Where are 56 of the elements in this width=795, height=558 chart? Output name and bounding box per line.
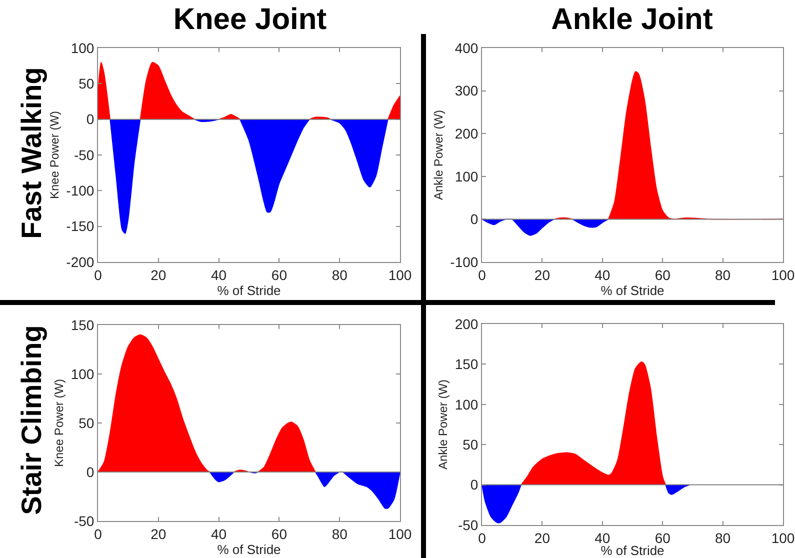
y-tick-label: -100 bbox=[450, 254, 478, 270]
y-axis-title: Knee Power (W) bbox=[47, 110, 62, 200]
x-tick-label: 20 bbox=[534, 530, 550, 546]
x-tick-label: 60 bbox=[654, 266, 671, 283]
x-tick-label: 60 bbox=[271, 526, 288, 542]
x-tick-label: 100 bbox=[771, 530, 795, 546]
x-tick-label: 40 bbox=[211, 266, 227, 283]
y-tick-label: 0 bbox=[86, 111, 94, 128]
y-tick-label: 300 bbox=[454, 82, 478, 99]
x-tick-label: 20 bbox=[534, 266, 550, 283]
x-axis-title: % of Stride bbox=[600, 282, 664, 298]
x-axis-title: % of Stride bbox=[600, 543, 664, 558]
y-tick-label: 150 bbox=[454, 356, 478, 372]
y-tick-label: -150 bbox=[66, 218, 94, 234]
y-tick-label: 100 bbox=[70, 40, 94, 56]
chart-title: Knee Joint bbox=[173, 3, 327, 37]
y-tick-label: -50 bbox=[74, 512, 94, 529]
y-tick-label: 0 bbox=[470, 211, 478, 228]
y-tick-label: 50 bbox=[462, 436, 478, 452]
x-tick-label: 80 bbox=[715, 530, 731, 546]
text: Fast Walking bbox=[16, 67, 48, 239]
y-tick-label: -200 bbox=[66, 254, 94, 270]
x-tick-label: 80 bbox=[332, 526, 348, 542]
y-tick-label: -50 bbox=[74, 146, 94, 163]
y-tick-label: 150 bbox=[70, 316, 94, 333]
y-tick-label: 400 bbox=[454, 40, 478, 56]
y-tick-label: 0 bbox=[86, 464, 94, 480]
y-tick-label: -100 bbox=[66, 182, 94, 199]
x-tick-label: 20 bbox=[150, 266, 166, 283]
y-tick-label: 100 bbox=[70, 366, 94, 382]
y-tick-label: 200 bbox=[454, 126, 478, 142]
y-tick-label: -50 bbox=[458, 516, 478, 533]
text: Stair Climbing bbox=[16, 325, 48, 515]
x-tick-label: 80 bbox=[332, 266, 348, 283]
x-tick-label: 100 bbox=[771, 266, 795, 283]
y-tick-label: 200 bbox=[454, 316, 478, 332]
x-tick-label: 40 bbox=[211, 526, 227, 542]
x-axis-title: % of Stride bbox=[217, 542, 281, 557]
x-tick-label: 20 bbox=[150, 526, 166, 542]
x-tick-label: 60 bbox=[271, 266, 288, 283]
chart-title: Ankle Joint bbox=[551, 3, 713, 37]
x-tick-label: 60 bbox=[654, 530, 671, 546]
x-tick-label: 100 bbox=[388, 526, 412, 542]
y-axis-title: Knee Power (W) bbox=[52, 378, 66, 468]
x-tick-label: 80 bbox=[715, 266, 731, 283]
y-tick-label: 50 bbox=[78, 414, 94, 431]
y-tick-label: 50 bbox=[78, 76, 94, 92]
x-axis-title: % of Stride bbox=[217, 282, 281, 298]
y-axis-title: Ankle Power (W) bbox=[436, 379, 450, 470]
x-tick-label: 40 bbox=[594, 266, 610, 283]
y-axis-title: Ankle Power (W) bbox=[431, 110, 446, 200]
y-tick-label: 0 bbox=[470, 476, 478, 493]
x-tick-label: 40 bbox=[594, 530, 610, 546]
x-tick-label: 100 bbox=[388, 266, 412, 283]
y-tick-label: 100 bbox=[454, 396, 478, 412]
y-tick-label: 100 bbox=[454, 168, 478, 184]
